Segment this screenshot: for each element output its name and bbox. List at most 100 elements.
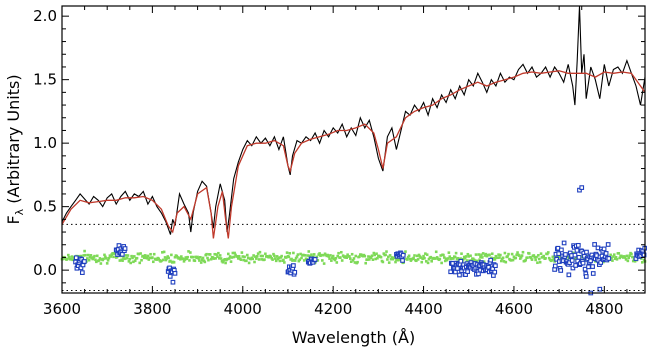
residual-point bbox=[618, 256, 621, 260]
x-axis-ticks: 3600 3800 4000 4200 4400 4600 4800 bbox=[43, 6, 628, 318]
masked-residual-point bbox=[583, 274, 589, 279]
residual-point bbox=[254, 255, 257, 258]
residual-point bbox=[412, 256, 415, 260]
residual-point bbox=[182, 260, 186, 263]
masked-residual-point bbox=[590, 271, 596, 276]
residual-point bbox=[484, 252, 488, 256]
residual-point bbox=[440, 261, 443, 265]
residual-point bbox=[285, 251, 289, 254]
residual-point bbox=[370, 254, 374, 258]
residual-point bbox=[348, 255, 351, 258]
residual-point bbox=[322, 262, 326, 265]
residual-point bbox=[135, 256, 139, 260]
residual-point bbox=[267, 255, 271, 259]
residual-point bbox=[95, 260, 98, 264]
residual-point bbox=[334, 256, 338, 260]
residual-point bbox=[328, 257, 331, 260]
residual-point bbox=[165, 257, 169, 260]
residual-point bbox=[374, 257, 377, 261]
residual-point bbox=[142, 254, 145, 258]
residual-point bbox=[243, 255, 246, 259]
model-spectrum-line bbox=[61, 70, 646, 239]
residual-point bbox=[413, 254, 416, 257]
residual-point bbox=[224, 261, 227, 265]
residual-point bbox=[498, 256, 501, 259]
residual-point bbox=[104, 257, 108, 260]
residual-point bbox=[466, 252, 470, 256]
residual-point bbox=[384, 253, 387, 257]
residual-point bbox=[132, 260, 135, 264]
residual-point bbox=[442, 253, 445, 257]
residual-point bbox=[198, 259, 201, 262]
residual-point bbox=[187, 250, 190, 253]
residual-point bbox=[142, 256, 146, 260]
residual-point bbox=[294, 256, 298, 260]
masked-residual-point bbox=[605, 242, 611, 247]
residual-point bbox=[363, 254, 367, 258]
residual-point bbox=[453, 255, 457, 259]
masked-residual-point bbox=[579, 185, 585, 190]
residual-point bbox=[353, 261, 357, 264]
residual-point bbox=[251, 257, 255, 261]
residual-point bbox=[321, 259, 324, 262]
residual-point bbox=[373, 253, 377, 257]
residual-point bbox=[512, 255, 516, 259]
x-tick-label: 3800 bbox=[133, 300, 171, 318]
masked-residual-point bbox=[601, 246, 607, 252]
residual-point bbox=[236, 255, 239, 258]
residual-point bbox=[264, 252, 267, 256]
residual-point bbox=[247, 261, 251, 265]
residual-point bbox=[223, 258, 226, 261]
residual-point bbox=[169, 259, 172, 263]
masked-residual-point bbox=[493, 263, 498, 269]
masked-residual-point bbox=[558, 268, 564, 273]
masked-residual-point bbox=[476, 271, 481, 277]
residual-point bbox=[333, 258, 337, 262]
residual-point bbox=[482, 260, 486, 263]
residual-point bbox=[180, 255, 183, 258]
residual-point bbox=[298, 258, 302, 261]
residual-point bbox=[502, 260, 506, 263]
residual-point bbox=[91, 257, 95, 261]
residual-point bbox=[107, 256, 111, 260]
residual-point bbox=[160, 259, 163, 263]
residual-point bbox=[339, 250, 343, 254]
residual-point bbox=[427, 257, 431, 261]
residual-point bbox=[396, 258, 400, 262]
residual-point bbox=[478, 258, 481, 261]
residual-point bbox=[394, 260, 397, 264]
residual-point bbox=[358, 255, 361, 258]
residual-point bbox=[297, 259, 301, 263]
masked-residual-point bbox=[592, 242, 597, 247]
residual-point bbox=[295, 255, 299, 258]
residual-point bbox=[140, 258, 143, 262]
residual-point bbox=[429, 255, 433, 259]
masked-residual-point bbox=[400, 258, 405, 263]
residual-point bbox=[327, 255, 330, 258]
residual-point bbox=[627, 256, 631, 260]
residual-point bbox=[633, 260, 637, 263]
residual-point bbox=[175, 254, 179, 258]
residual-point bbox=[213, 252, 217, 256]
residual-point bbox=[288, 251, 292, 255]
x-tick-label: 3600 bbox=[43, 300, 81, 318]
residual-point bbox=[611, 259, 614, 262]
residual-point bbox=[420, 260, 424, 264]
residual-point bbox=[354, 254, 358, 258]
residual-point bbox=[615, 258, 619, 261]
residual-point bbox=[408, 257, 412, 261]
residual-point bbox=[233, 251, 236, 255]
residual-point bbox=[312, 253, 316, 256]
residual-point bbox=[423, 256, 426, 260]
residual-point bbox=[467, 255, 471, 258]
residual-point bbox=[337, 251, 340, 255]
residual-point bbox=[258, 250, 262, 254]
x-axis-title: Wavelength (Å) bbox=[292, 328, 415, 347]
residual-point bbox=[369, 256, 373, 260]
residual-point bbox=[375, 252, 378, 256]
residual-point bbox=[407, 254, 411, 258]
residual-point bbox=[624, 258, 628, 261]
residual-point bbox=[276, 257, 280, 261]
residual-point bbox=[367, 255, 370, 258]
residual-point bbox=[206, 256, 209, 260]
